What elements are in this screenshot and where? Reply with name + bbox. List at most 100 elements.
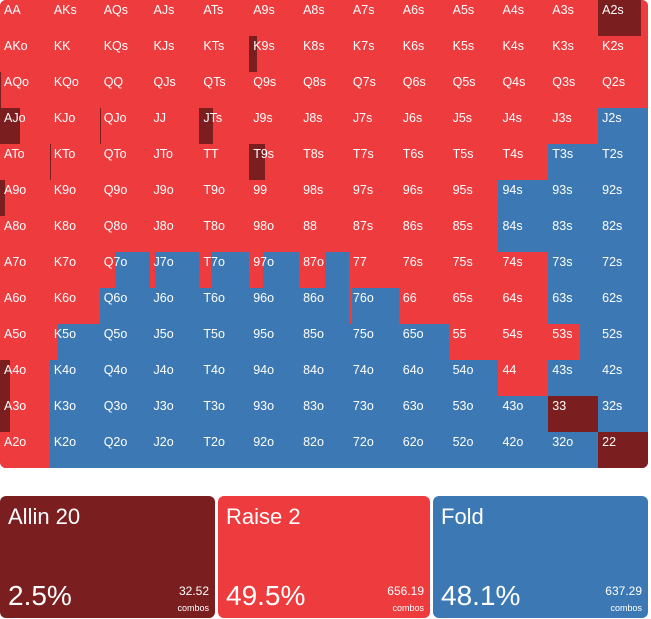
hand-cell-KTs[interactable]: KTs: [199, 36, 250, 72]
hand-cell-Q6o[interactable]: Q6o: [99, 288, 150, 324]
hand-cell-KQo[interactable]: KQo: [49, 72, 100, 108]
hand-cell-J3o[interactable]: J3o: [149, 396, 200, 432]
hand-cell-Q4s[interactable]: Q4s: [498, 72, 549, 108]
hand-cell-K9s[interactable]: K9s: [249, 36, 300, 72]
hand-cell-44[interactable]: 44: [498, 360, 549, 396]
hand-cell-Q2o[interactable]: Q2o: [99, 432, 150, 468]
hand-cell-62o[interactable]: 62o: [398, 432, 449, 468]
hand-cell-76o[interactable]: 76o: [348, 288, 399, 324]
hand-cell-K3s[interactable]: K3s: [548, 36, 599, 72]
hand-cell-75o[interactable]: 75o: [348, 324, 399, 360]
hand-cell-K7o[interactable]: K7o: [49, 252, 100, 288]
hand-cell-A6s[interactable]: A6s: [398, 0, 449, 36]
hand-cell-J5s[interactable]: J5s: [448, 108, 499, 144]
hand-cell-66[interactable]: 66: [398, 288, 449, 324]
hand-cell-42s[interactable]: 42s: [598, 360, 648, 396]
hand-cell-AQs[interactable]: AQs: [99, 0, 150, 36]
hand-cell-K6o[interactable]: K6o: [49, 288, 100, 324]
hand-cell-K9o[interactable]: K9o: [49, 180, 100, 216]
hand-cell-TT[interactable]: TT: [199, 144, 250, 180]
hand-cell-85s[interactable]: 85s: [448, 216, 499, 252]
hand-cell-72s[interactable]: 72s: [598, 252, 648, 288]
hand-cell-J9s[interactable]: J9s: [249, 108, 300, 144]
hand-cell-Q8s[interactable]: Q8s: [299, 72, 349, 108]
hand-cell-K2s[interactable]: K2s: [598, 36, 648, 72]
hand-cell-A5s[interactable]: A5s: [448, 0, 499, 36]
hand-cell-Q8o[interactable]: Q8o: [99, 216, 150, 252]
hand-cell-54o[interactable]: 54o: [448, 360, 499, 396]
hand-cell-T7s[interactable]: T7s: [348, 144, 399, 180]
hand-cell-94o[interactable]: 94o: [249, 360, 300, 396]
hand-cell-A8o[interactable]: A8o: [0, 216, 50, 252]
hand-cell-64o[interactable]: 64o: [398, 360, 449, 396]
hand-cell-AKs[interactable]: AKs: [49, 0, 100, 36]
hand-cell-83o[interactable]: 83o: [299, 396, 349, 432]
hand-cell-AJs[interactable]: AJs: [149, 0, 200, 36]
hand-cell-A7s[interactable]: A7s: [348, 0, 399, 36]
hand-cell-62s[interactable]: 62s: [598, 288, 648, 324]
hand-cell-T2s[interactable]: T2s: [598, 144, 648, 180]
hand-cell-J4s[interactable]: J4s: [498, 108, 549, 144]
hand-cell-32o[interactable]: 32o: [548, 432, 599, 468]
hand-cell-63s[interactable]: 63s: [548, 288, 599, 324]
hand-cell-73s[interactable]: 73s: [548, 252, 599, 288]
hand-cell-T9s[interactable]: T9s: [249, 144, 300, 180]
hand-cell-33[interactable]: 33: [548, 396, 599, 432]
hand-cell-K4s[interactable]: K4s: [498, 36, 549, 72]
hand-cell-65s[interactable]: 65s: [448, 288, 499, 324]
hand-cell-54s[interactable]: 54s: [498, 324, 549, 360]
hand-cell-T8s[interactable]: T8s: [299, 144, 349, 180]
hand-cell-32s[interactable]: 32s: [598, 396, 648, 432]
hand-cell-Q9s[interactable]: Q9s: [249, 72, 300, 108]
hand-cell-T7o[interactable]: T7o: [199, 252, 250, 288]
hand-cell-T9o[interactable]: T9o: [199, 180, 250, 216]
hand-cell-77[interactable]: 77: [348, 252, 399, 288]
hand-cell-T8o[interactable]: T8o: [199, 216, 250, 252]
hand-cell-52o[interactable]: 52o: [448, 432, 499, 468]
hand-cell-KJo[interactable]: KJo: [49, 108, 100, 144]
hand-cell-A2o[interactable]: A2o: [0, 432, 50, 468]
hand-cell-52s[interactable]: 52s: [598, 324, 648, 360]
hand-cell-42o[interactable]: 42o: [498, 432, 549, 468]
hand-cell-QQ[interactable]: QQ: [99, 72, 150, 108]
hand-cell-J5o[interactable]: J5o: [149, 324, 200, 360]
hand-cell-J6o[interactable]: J6o: [149, 288, 200, 324]
hand-cell-86o[interactable]: 86o: [299, 288, 349, 324]
hand-cell-87s[interactable]: 87s: [348, 216, 399, 252]
hand-cell-KK[interactable]: KK: [49, 36, 100, 72]
hand-cell-Q4o[interactable]: Q4o: [99, 360, 150, 396]
hand-cell-53o[interactable]: 53o: [448, 396, 499, 432]
raise-summary-panel[interactable]: Raise 2 49.5% 656.19 combos: [218, 496, 430, 618]
hand-cell-87o[interactable]: 87o: [299, 252, 349, 288]
hand-cell-AQo[interactable]: AQo: [0, 72, 50, 108]
hand-cell-JTs[interactable]: JTs: [199, 108, 250, 144]
hand-cell-J8s[interactable]: J8s: [299, 108, 349, 144]
hand-cell-A5o[interactable]: A5o: [0, 324, 50, 360]
hand-cell-22[interactable]: 22: [598, 432, 648, 468]
hand-cell-T4s[interactable]: T4s: [498, 144, 549, 180]
hand-cell-Q7s[interactable]: Q7s: [348, 72, 399, 108]
hand-cell-KTo[interactable]: KTo: [49, 144, 100, 180]
hand-cell-J9o[interactable]: J9o: [149, 180, 200, 216]
hand-cell-J7o[interactable]: J7o: [149, 252, 200, 288]
hand-cell-92s[interactable]: 92s: [598, 180, 648, 216]
hand-cell-74s[interactable]: 74s: [498, 252, 549, 288]
hand-cell-K5s[interactable]: K5s: [448, 36, 499, 72]
hand-cell-93s[interactable]: 93s: [548, 180, 599, 216]
hand-cell-T3o[interactable]: T3o: [199, 396, 250, 432]
fold-summary-panel[interactable]: Fold 48.1% 637.29 combos: [433, 496, 648, 618]
hand-cell-A6o[interactable]: A6o: [0, 288, 50, 324]
hand-cell-83s[interactable]: 83s: [548, 216, 599, 252]
hand-cell-ATo[interactable]: ATo: [0, 144, 50, 180]
hand-cell-K4o[interactable]: K4o: [49, 360, 100, 396]
hand-cell-AKo[interactable]: AKo: [0, 36, 50, 72]
hand-cell-84o[interactable]: 84o: [299, 360, 349, 396]
hand-cell-Q3s[interactable]: Q3s: [548, 72, 599, 108]
hand-cell-96o[interactable]: 96o: [249, 288, 300, 324]
hand-cell-96s[interactable]: 96s: [398, 180, 449, 216]
hand-cell-QJo[interactable]: QJo: [99, 108, 150, 144]
hand-cell-T2o[interactable]: T2o: [199, 432, 250, 468]
hand-cell-Q9o[interactable]: Q9o: [99, 180, 150, 216]
hand-cell-98o[interactable]: 98o: [249, 216, 300, 252]
hand-cell-KQs[interactable]: KQs: [99, 36, 150, 72]
